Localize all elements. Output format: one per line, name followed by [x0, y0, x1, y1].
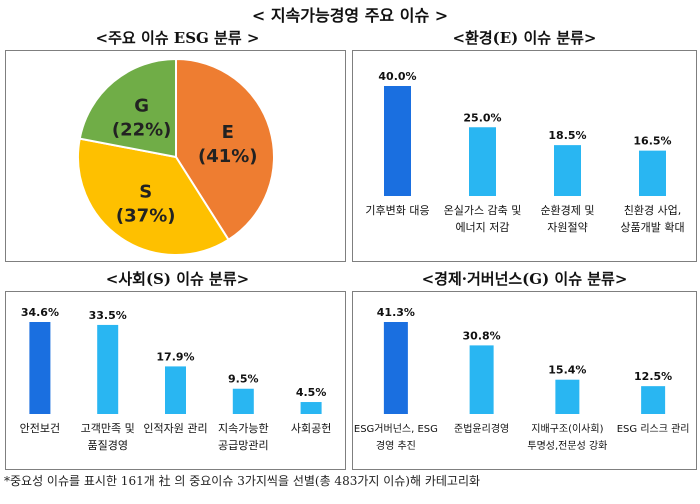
pie-slice-percent: (22%): [112, 119, 172, 140]
bar-value-label: 40.0%: [378, 70, 416, 83]
bar-value-label: 41.3%: [377, 306, 415, 319]
bar-value-label: 15.4%: [548, 364, 586, 377]
social-section-title: <사회(S) 이슈 분류>: [105, 270, 250, 288]
category-label: 자원절약: [547, 220, 587, 234]
category-label: 공급망관리: [218, 439, 269, 452]
bar-value-label: 34.6%: [21, 306, 59, 319]
bar-value-label: 25.0%: [463, 111, 501, 124]
category-label: 인적자원 관리: [143, 422, 207, 435]
pie-slice-label: E: [222, 122, 234, 143]
bar-value-label: 17.9%: [156, 350, 194, 363]
bar: [554, 145, 581, 196]
bar: [165, 366, 186, 414]
gov-section-title: <경제·거버넌스(G) 이슈 분류>: [421, 270, 628, 288]
pie-slice-label: S: [139, 182, 152, 203]
pie-slice-g: [78, 57, 177, 159]
bar: [555, 379, 580, 414]
category-label: 에너지 저감: [455, 221, 509, 234]
page-title: < 지속가능경영 주요 이슈 >: [251, 6, 449, 25]
bar: [641, 386, 666, 414]
category-label: 기후변화 대응: [365, 204, 429, 217]
category-label: 안전보건: [20, 422, 60, 435]
category-label: 경영 추진: [376, 439, 416, 452]
gov-chart-panel: 41.3% ESG거버넌스, ESG 경영 추진 30.8% 준법윤리경영 15.4% 지배…: [352, 291, 697, 470]
bar: [384, 86, 411, 196]
env-section-title: <환경(E) 이슈 분류>: [452, 29, 597, 47]
category-label: 고객만족 및: [81, 422, 135, 435]
pie-chart-panel: E (41%) S (37%) G (22%): [5, 50, 346, 262]
category-label: 준법윤리경영: [454, 422, 509, 435]
esg-pie-chart: E (41%) S (37%) G (22%): [77, 57, 275, 256]
bar: [469, 345, 494, 414]
footnote: *중요성 이슈를 표시한 161개 社 의 중요이슈 3가지씩을 선별(총 48…: [4, 474, 481, 488]
category-label: 지배구조(이사회): [531, 423, 603, 435]
pie-slice-percent: (37%): [116, 206, 176, 227]
bar-value-label: 16.5%: [633, 135, 671, 148]
category-label: ESG 리스크 관리: [617, 423, 690, 435]
bar-value-label: 9.5%: [228, 373, 259, 386]
category-label: ESG거버넌스, ESG: [354, 423, 438, 435]
bar: [383, 322, 408, 414]
category-label: 품질경영: [87, 439, 127, 452]
pie-slice-percent: (41%): [198, 146, 258, 167]
category-label: 친환경 사업,: [624, 204, 682, 217]
category-label: 상품개발 확대: [620, 221, 684, 234]
bar: [232, 388, 254, 414]
category-label: 지속가능한: [218, 422, 269, 435]
bar: [639, 150, 666, 196]
category-label: 온실가스 감축 및: [444, 204, 522, 217]
bar-value-label: 33.5%: [89, 309, 127, 322]
category-label: 순환경제 및: [540, 204, 594, 217]
bar-value-label: 12.5%: [634, 370, 672, 383]
bar-value-label: 30.8%: [463, 329, 501, 342]
category-label: 투명성,전문성 강화: [527, 440, 607, 452]
gov-bar-chart: 41.3% ESG거버넌스, ESG 경영 추진 30.8% 준법윤리경영 15.4% 지배…: [354, 306, 690, 452]
bar: [469, 127, 496, 196]
pie-slice-s: [77, 137, 230, 256]
pie-section-title: <주요 이슈 ESG 분류 >: [95, 29, 260, 47]
bar: [300, 402, 322, 414]
bar: [97, 324, 119, 414]
bar-value-label: 18.5%: [548, 129, 586, 142]
bar: [29, 322, 51, 414]
bar-value-label: 4.5%: [296, 386, 327, 399]
pie-slice-label: G: [134, 95, 149, 116]
category-label: 사회공헌: [291, 422, 331, 435]
